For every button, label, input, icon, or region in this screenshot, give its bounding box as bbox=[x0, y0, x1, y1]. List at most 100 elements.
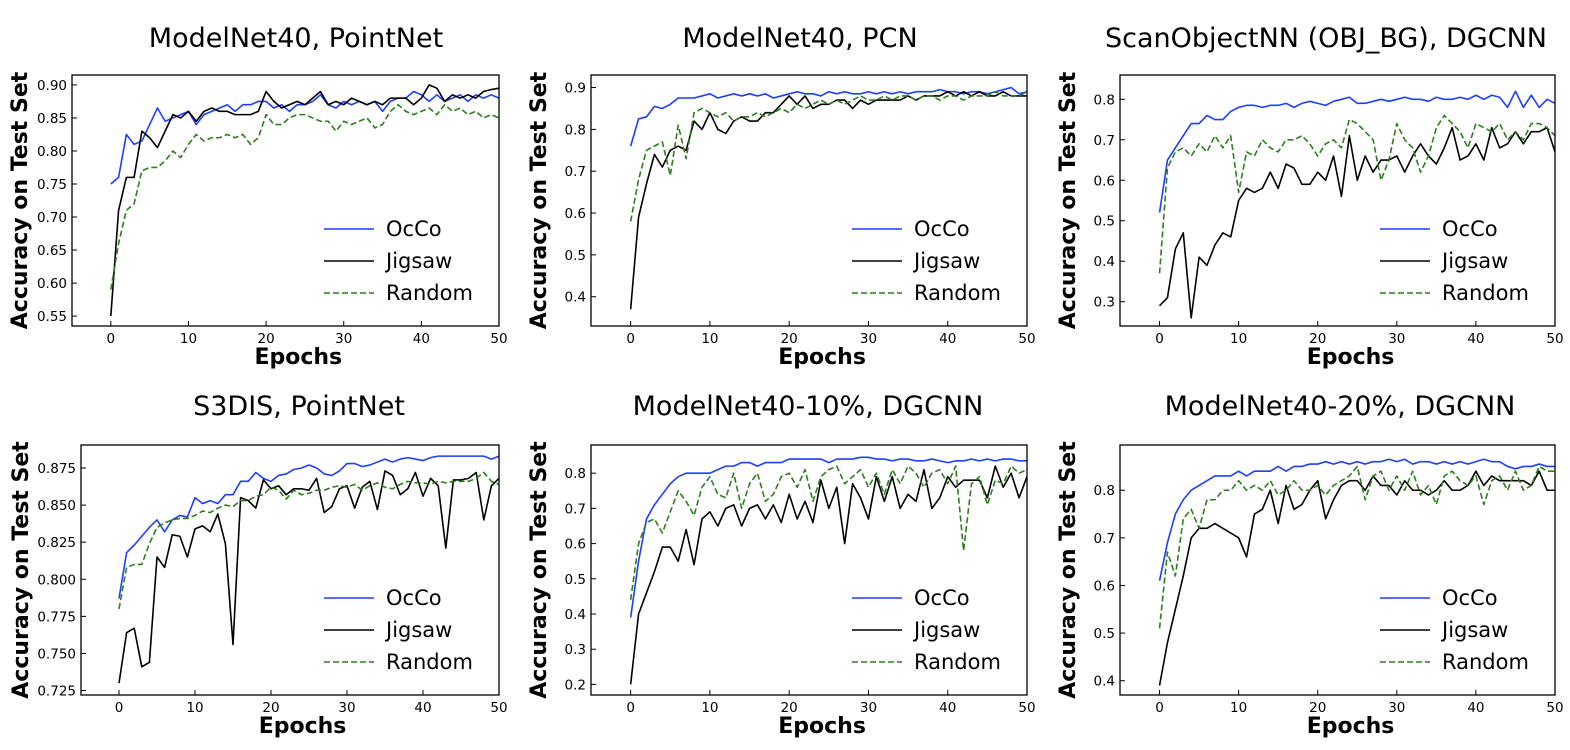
chart-title: S3DIS, PointNet bbox=[193, 391, 405, 422]
legend-label-random: Random bbox=[1442, 650, 1529, 674]
y-axis-label: Accuracy on Test Set bbox=[1056, 441, 1081, 699]
x-tick-label: 50 bbox=[1018, 331, 1035, 347]
legend-label-jigsaw: Jigsaw bbox=[912, 618, 980, 642]
y-tick-label: 0.8 bbox=[565, 466, 586, 482]
x-tick-label: 0 bbox=[626, 700, 635, 716]
legend-label-occo: OcCo bbox=[914, 217, 970, 241]
series-line-jigsaw bbox=[118, 470, 500, 684]
y-tick-label: 0.750 bbox=[37, 646, 76, 662]
x-tick-label: 20 bbox=[1309, 331, 1326, 347]
subplot-s3dis-pointnet: S3DIS, PointNet 0 10 20 30 40 50 0.725 0.750 0.7… bbox=[9, 391, 508, 739]
x-tick-label: 10 bbox=[701, 331, 718, 347]
plot-frame bbox=[590, 74, 1028, 327]
y-axis-label: Accuracy on Test Set bbox=[9, 441, 34, 699]
legend: OcCo Jigsaw Random bbox=[1380, 586, 1529, 674]
x-tick-label: 30 bbox=[1388, 700, 1405, 716]
series-line-occo bbox=[629, 456, 1027, 618]
x-axis-label: Epochs bbox=[1307, 714, 1395, 739]
series-line-jigsaw bbox=[110, 84, 500, 317]
legend-label-occo: OcCo bbox=[1442, 586, 1498, 610]
x-tick-label: 50 bbox=[490, 331, 507, 347]
x-tick-label: 0 bbox=[626, 331, 635, 347]
plot-frame bbox=[1119, 444, 1556, 696]
legend-label-random: Random bbox=[1442, 281, 1529, 305]
legend: OcCo Jigsaw Random bbox=[324, 586, 473, 674]
y-tick-label: 0.8 bbox=[1094, 92, 1115, 108]
series-line-random bbox=[110, 103, 500, 290]
y-tick-label: 0.9 bbox=[565, 81, 586, 97]
legend: OcCo Jigsaw Random bbox=[324, 217, 473, 305]
y-tick-label: 0.70 bbox=[37, 210, 67, 226]
x-tick-label: 20 bbox=[262, 700, 279, 716]
chart-title: ModelNet40-10%, DGCNN bbox=[633, 391, 984, 422]
y-tick-label: 0.850 bbox=[37, 498, 76, 514]
y-tick-label: 0.80 bbox=[37, 144, 67, 160]
y-tick-label: 0.875 bbox=[37, 461, 76, 477]
legend: OcCo Jigsaw Random bbox=[852, 586, 1001, 674]
series-line-jigsaw bbox=[1158, 126, 1556, 319]
x-tick-label: 40 bbox=[414, 700, 431, 716]
plot-frame bbox=[71, 74, 500, 327]
legend-label-occo: OcCo bbox=[386, 217, 442, 241]
subplot-modelnet40-10pct-dgcnn: ModelNet40-10%, DGCNN 0 10 20 30 40 50 0.2 0.3 0… bbox=[527, 391, 1036, 739]
x-tick-label: 0 bbox=[1155, 331, 1164, 347]
x-tick-label: 40 bbox=[1467, 331, 1484, 347]
y-tick-label: 0.725 bbox=[37, 684, 76, 700]
x-tick-label: 10 bbox=[180, 331, 197, 347]
subplot-modelnet40-20pct-dgcnn: ModelNet40-20%, DGCNN 0 10 20 30 40 50 0.4 0.5 0… bbox=[1056, 391, 1564, 739]
y-tick-label: 0.5 bbox=[1094, 214, 1115, 230]
legend: OcCo Jigsaw Random bbox=[852, 217, 1001, 305]
y-tick-label: 0.65 bbox=[37, 243, 67, 259]
y-tick-label: 0.85 bbox=[37, 111, 67, 127]
y-tick-label: 0.6 bbox=[565, 537, 586, 553]
y-axis-label: Accuracy on Test Set bbox=[1056, 71, 1081, 329]
x-tick-label: 40 bbox=[1467, 700, 1484, 716]
x-tick-label: 20 bbox=[781, 331, 798, 347]
legend-label-random: Random bbox=[914, 650, 1001, 674]
legend-label-random: Random bbox=[914, 281, 1001, 305]
series-line-random bbox=[1158, 465, 1555, 629]
series-line-random bbox=[118, 471, 500, 610]
x-tick-label: 20 bbox=[1309, 700, 1326, 716]
x-tick-label: 0 bbox=[115, 700, 124, 716]
legend-label-jigsaw: Jigsaw bbox=[1440, 249, 1508, 273]
y-axis-label: Accuracy on Test Set bbox=[527, 71, 552, 329]
y-tick-label: 0.2 bbox=[565, 677, 586, 693]
legend-label-jigsaw: Jigsaw bbox=[912, 249, 980, 273]
y-tick-label: 0.90 bbox=[37, 78, 67, 94]
legend-label-jigsaw: Jigsaw bbox=[384, 618, 452, 642]
chart-title: ScanObjectNN (OBJ_BG), DGCNN bbox=[1105, 23, 1547, 54]
series-line-occo bbox=[1158, 458, 1555, 581]
subplot-modelnet40-pointnet: ModelNet40, PointNet 0 10 20 30 40 50 0.55 0.60… bbox=[8, 23, 508, 370]
y-tick-label: 0.4 bbox=[565, 607, 586, 623]
plot-frame bbox=[80, 444, 500, 696]
x-tick-label: 0 bbox=[107, 331, 116, 347]
legend: OcCo Jigsaw Random bbox=[1380, 217, 1529, 305]
x-axis-label: Epochs bbox=[778, 345, 866, 370]
series-line-occo bbox=[118, 455, 500, 599]
series-line-random bbox=[629, 465, 1028, 601]
x-tick-label: 30 bbox=[860, 331, 877, 347]
subplot-scanobjectnn-dgcnn: ScanObjectNN (OBJ_BG), DGCNN 0 10 20 30 40 50… bbox=[1056, 23, 1564, 370]
x-tick-label: 10 bbox=[186, 700, 203, 716]
y-tick-label: 0.775 bbox=[37, 609, 76, 625]
y-tick-label: 0.800 bbox=[37, 572, 76, 588]
y-tick-label: 0.8 bbox=[1094, 483, 1115, 499]
y-tick-label: 0.7 bbox=[565, 501, 586, 517]
x-tick-label: 50 bbox=[490, 700, 507, 716]
x-axis-label: Epochs bbox=[254, 345, 342, 370]
x-tick-label: 30 bbox=[1388, 331, 1405, 347]
y-tick-label: 0.60 bbox=[37, 276, 67, 292]
x-tick-label: 20 bbox=[781, 700, 798, 716]
y-tick-label: 0.7 bbox=[565, 164, 586, 180]
series-line-jigsaw bbox=[1158, 470, 1555, 686]
series-line-occo bbox=[1158, 90, 1556, 213]
subplot-modelnet40-pcn: ModelNet40, PCN 0 10 20 30 40 50 0.4 0.5 0.6 0.7 0… bbox=[527, 23, 1036, 370]
y-tick-label: 0.55 bbox=[37, 309, 67, 325]
y-tick-label: 0.4 bbox=[1094, 254, 1115, 270]
x-tick-label: 40 bbox=[413, 331, 430, 347]
y-axis-label: Accuracy on Test Set bbox=[527, 441, 552, 699]
legend-label-random: Random bbox=[386, 281, 473, 305]
y-tick-label: 0.7 bbox=[1094, 531, 1115, 547]
plot-frame bbox=[1119, 74, 1556, 327]
